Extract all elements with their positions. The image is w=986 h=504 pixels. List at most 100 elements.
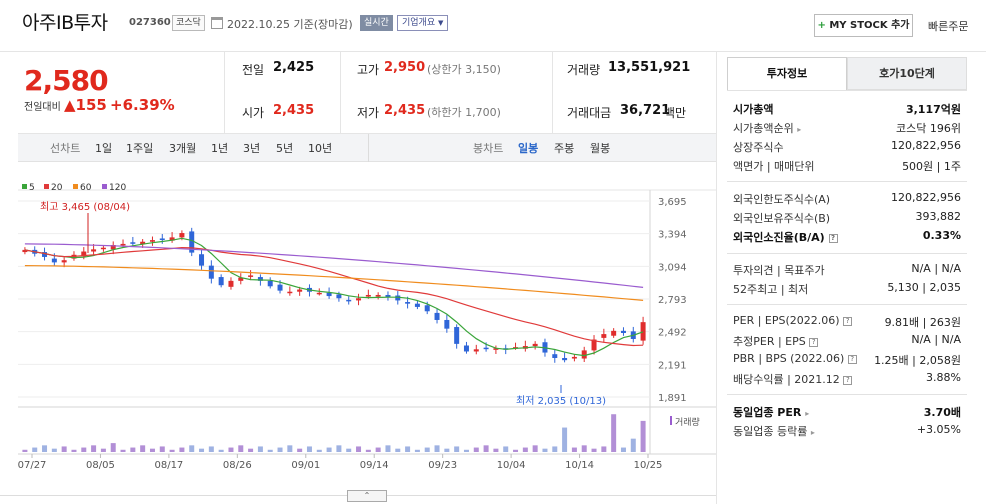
pbr-row: PBR | BPS (2022.06) ? 1.25배 | 2,058원 [733, 352, 961, 370]
line-chart-label[interactable]: 선차트 [50, 142, 81, 155]
company-overview-dropdown[interactable]: 기업개요 ▼ [397, 15, 449, 31]
candle-body [571, 356, 577, 359]
tab-orderbook[interactable]: 호가10단계 [847, 57, 967, 90]
help-icon[interactable]: ? [828, 234, 838, 243]
volume-bar [257, 446, 263, 452]
candle-weekly[interactable]: 주봉 [554, 142, 575, 155]
candle-daily[interactable]: 일봉 [518, 142, 539, 155]
chart-scroll-handle[interactable]: ⌃ [347, 490, 387, 502]
candle-body [365, 294, 371, 297]
period-3m[interactable]: 3개월 [169, 142, 197, 155]
candle-body [581, 350, 587, 359]
week52-value: 5,130 | 2,035 [887, 281, 961, 294]
divider [727, 181, 967, 182]
as-of-date: 2022.10.25 기준(장마감) [227, 18, 353, 31]
volume-bar [444, 448, 450, 452]
industry-per-row[interactable]: 동일업종 PER ▸ 3.70배 [733, 404, 961, 422]
tab-investment-info[interactable]: 투자정보 [727, 57, 847, 90]
x-tick-label: 10/25 [634, 460, 663, 471]
trade-amount-value: 36,721 [620, 103, 671, 118]
volume-bar [375, 447, 381, 452]
candle-chart-label[interactable]: 봉차트 [473, 142, 504, 155]
dividend-label: 배당수익률 | 2021.12 [733, 373, 840, 386]
plus-icon: + [817, 20, 826, 31]
volume-bar [336, 445, 342, 452]
add-my-stock-label: MY STOCK 추가 [829, 20, 910, 31]
candle-body [562, 357, 568, 361]
volume-bar [32, 447, 38, 452]
y-tick-label: 2,492 [658, 328, 687, 339]
y-tick-label: 1,891 [658, 393, 687, 404]
change-label: 전일대비 [24, 102, 61, 113]
volume-bar [120, 449, 126, 452]
period-1w[interactable]: 1주일 [126, 142, 154, 155]
candle-body [463, 345, 469, 352]
industry-change-row[interactable]: 동일업종 등락률 ▸ +3.05% [733, 423, 961, 441]
candle-body [424, 305, 430, 312]
legend-label: 120 [109, 183, 126, 193]
moving-average-line [24, 243, 644, 288]
legend-swatch [102, 184, 107, 189]
candle-body [434, 312, 440, 320]
y-tick-label: 3,695 [658, 197, 687, 208]
volume-bar [522, 447, 528, 452]
volume-bar [640, 420, 646, 452]
volume-bar [199, 448, 205, 452]
candle-body [591, 339, 597, 351]
realtime-button[interactable]: 실시간 [360, 15, 393, 31]
candle-body [267, 280, 273, 287]
shares-row: 상장주식수 120,822,956 [733, 139, 961, 157]
industry-change-label: 동일업종 등락률 [733, 425, 808, 438]
candle-body [611, 330, 617, 336]
volume-bar [562, 427, 568, 452]
legend-swatch [73, 184, 78, 189]
period-10y[interactable]: 10년 [308, 142, 333, 155]
open-value: 2,435 [273, 103, 315, 118]
volume-bar [346, 448, 352, 452]
help-icon[interactable]: ? [847, 355, 857, 364]
candle-body [473, 349, 479, 352]
market-cap-rank-row[interactable]: 시가총액순위 ▸ 코스닥 196위 [733, 120, 961, 138]
add-my-stock-button[interactable]: + MY STOCK 추가 [814, 14, 913, 37]
quick-order-link[interactable]: 빠른주문 [928, 20, 969, 33]
volume-bar [140, 445, 146, 452]
volume-bar [611, 414, 617, 452]
stock-code: 027360 [129, 17, 171, 28]
candle-body [208, 265, 214, 279]
candle-body [61, 260, 67, 263]
help-icon[interactable]: ? [809, 338, 819, 347]
help-icon[interactable]: ? [843, 376, 853, 385]
y-tick-label: 2,191 [658, 360, 687, 371]
chevron-right-icon: ▸ [797, 125, 802, 134]
period-1y[interactable]: 1년 [211, 142, 229, 155]
volume-bar [483, 445, 489, 452]
volume-bar [22, 449, 28, 452]
y-tick-label: 3,094 [658, 262, 687, 273]
volume-bar [414, 449, 420, 452]
period-5y[interactable]: 5년 [276, 142, 294, 155]
volume-bar [601, 446, 607, 452]
period-1d[interactable]: 1일 [95, 142, 113, 155]
face-value-value: 500원 | 1주 [902, 160, 961, 173]
volume-bar [316, 449, 322, 452]
foreign-hold-value: 393,882 [915, 210, 962, 223]
low-annotation: 최저 2,035 (10/13) [516, 395, 606, 407]
candle-monthly[interactable]: 월봉 [590, 142, 611, 155]
volume-value: 13,551,921 [608, 60, 691, 75]
upper-limit: (상한가 3,150) [427, 63, 501, 76]
lower-limit: (하한가 1,700) [427, 106, 501, 119]
candle-body [375, 294, 381, 297]
help-icon[interactable]: ? [843, 317, 853, 326]
volume-bar [463, 449, 469, 452]
opinion-label: 투자의견 | 목표주가 [733, 264, 825, 277]
volume-bar [267, 449, 273, 452]
face-value-label: 액면가 | 매매단위 [733, 160, 815, 173]
legend-label: 60 [80, 183, 92, 193]
foreign-limit-row: 외국인한도주식수(A) 120,822,956 [733, 191, 961, 209]
calendar-icon [211, 17, 223, 29]
period-3y[interactable]: 3년 [243, 142, 261, 155]
volume-bar [61, 446, 67, 452]
foreign-hold-row: 외국인보유주식수(B) 393,882 [733, 210, 961, 228]
candle-body [395, 295, 401, 301]
price-change: 전일대비 ▲155 +6.39% [24, 96, 175, 114]
